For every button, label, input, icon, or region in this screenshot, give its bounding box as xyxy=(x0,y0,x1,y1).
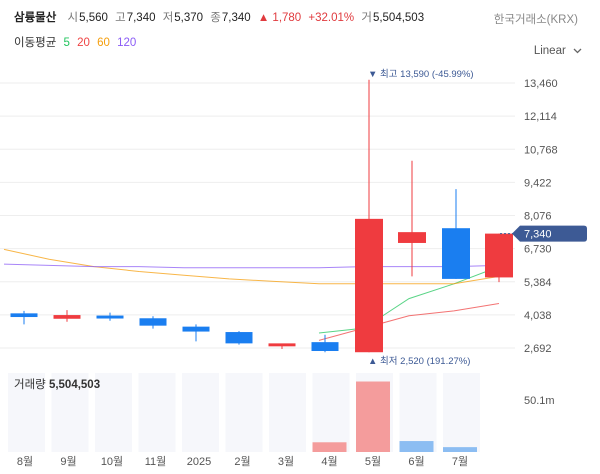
x-tick-label: 2월 xyxy=(234,455,250,468)
stock-name: 삼륭물산 xyxy=(14,12,57,24)
volume-value: 5,504,503 xyxy=(372,12,425,24)
candle-body xyxy=(442,228,470,279)
x-tick-label: 6월 xyxy=(408,455,424,468)
volume-bar xyxy=(443,447,477,452)
high-label: 고 xyxy=(115,12,126,24)
volume-bg-column xyxy=(443,373,480,452)
scale-dropdown[interactable]: Linear xyxy=(533,45,582,57)
x-tick-label: 2025 xyxy=(187,456,211,468)
volume-bar xyxy=(356,381,390,452)
x-tick-label: 9월 xyxy=(60,455,76,468)
volume-bg-column xyxy=(95,373,132,452)
volume-bg-column xyxy=(182,373,219,452)
volume-bg-column xyxy=(225,373,263,452)
ma-120-period: 120 xyxy=(117,37,137,49)
close-label: 종 xyxy=(210,12,221,24)
open-value: 5,560 xyxy=(79,12,108,24)
ma-120-line xyxy=(3,263,500,269)
candle-body xyxy=(225,332,253,344)
volume-label: 거 xyxy=(361,12,372,24)
ma-60-line xyxy=(3,248,500,285)
candle-body xyxy=(355,218,383,353)
chevron-down-icon xyxy=(573,48,582,54)
volume-total: 5,504,503 xyxy=(49,379,100,391)
ma-20-period: 20 xyxy=(77,37,90,49)
candle-body xyxy=(139,318,167,326)
x-tick-label: 4월 xyxy=(321,455,337,468)
x-tick-label: 8월 xyxy=(17,455,33,468)
x-tick-label: 3월 xyxy=(278,455,294,468)
y-tick-label: 2,692 xyxy=(524,343,552,355)
volume-bg-column xyxy=(312,373,350,452)
high-annotation: ▼ 최고 13,590 (-45.99%) xyxy=(368,69,474,80)
volume-bg-column xyxy=(399,373,437,452)
quote-header: 삼륭물산 시5,560 고7,340 저5,370 종7,340 ▲ 1,780… xyxy=(14,9,428,25)
volume-bg-column xyxy=(51,373,89,452)
candle-body xyxy=(485,233,513,278)
low-label: 저 xyxy=(162,12,174,24)
exchange-name: 한국거래소(KRX) xyxy=(493,14,578,26)
x-tick-label: 5월 xyxy=(365,455,381,468)
candle-body xyxy=(182,326,210,332)
y-tick-label: 13,460 xyxy=(524,78,558,90)
ma-label: 이동평균 xyxy=(14,37,57,49)
moving-average-legend[interactable]: 이동평균 5 20 60 120 xyxy=(14,34,140,50)
y-tick-label: 12,114 xyxy=(524,111,557,123)
low-value: 5,370 xyxy=(174,12,204,24)
x-tick-label: 7월 xyxy=(452,455,468,468)
open-label: 시 xyxy=(67,12,79,24)
current-price-label: 7,340 xyxy=(524,229,552,241)
candle-body xyxy=(10,313,38,318)
volume-bar xyxy=(399,441,434,452)
x-tick-label: 11월 xyxy=(145,455,167,468)
y-tick-label: 5,384 xyxy=(524,277,552,289)
candle-body xyxy=(398,232,426,243)
change-value: ▲ 1,780 xyxy=(257,12,302,24)
candle-body xyxy=(53,315,81,319)
volume-bar xyxy=(312,442,347,452)
y-tick-label: 9,422 xyxy=(524,177,552,189)
y-tick-label: 6,730 xyxy=(524,244,552,256)
volume-bg-column xyxy=(8,373,45,452)
y-tick-label: 8,076 xyxy=(524,211,552,223)
volume-bg-column xyxy=(138,373,176,452)
scale-label: Linear xyxy=(533,45,566,57)
ma-60-period: 60 xyxy=(97,37,110,49)
candle-body xyxy=(268,343,296,347)
change-percent: +32.01% xyxy=(308,12,355,24)
low-annotation: ▲ 최저 2,520 (191.27%) xyxy=(368,356,470,367)
y-tick-label: 10,768 xyxy=(524,144,558,156)
ma-20-line xyxy=(318,303,500,341)
candle-body xyxy=(96,315,124,319)
close-value: 7,340 xyxy=(221,12,251,24)
ma-5-line xyxy=(318,266,500,334)
ma-5-period: 5 xyxy=(63,37,70,49)
x-tick-label: 10월 xyxy=(101,455,123,468)
high-value: 7,340 xyxy=(126,12,156,24)
current-price-tag xyxy=(512,225,587,242)
volume-bg-column xyxy=(269,373,306,452)
volume-axis-label: 50.1m xyxy=(524,395,555,407)
volume-label: 거래량 5,504,503 xyxy=(14,378,100,391)
candle-body xyxy=(311,342,339,352)
y-tick-label: 4,038 xyxy=(524,310,552,322)
